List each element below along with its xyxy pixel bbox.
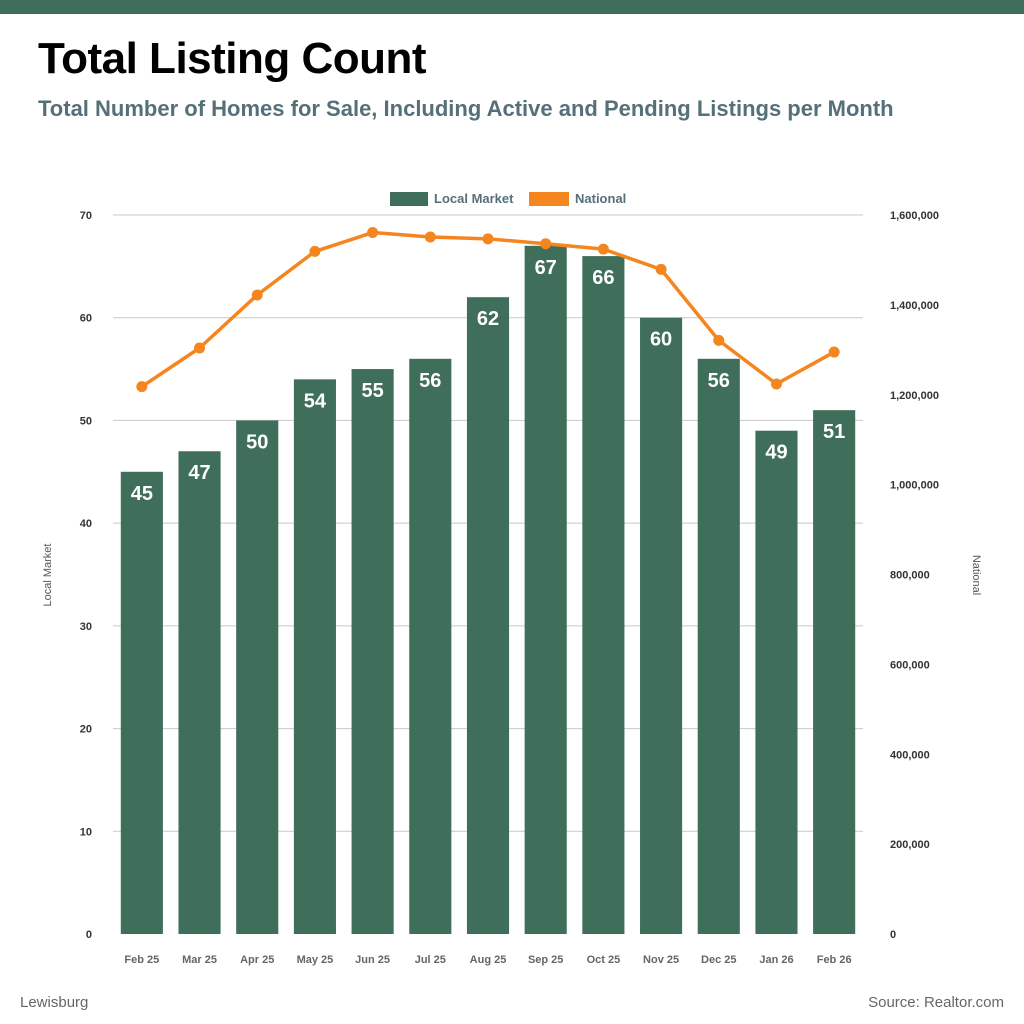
bar-data-label: 45 [131,483,153,505]
legend-label-national: National [575,191,626,206]
national-point [309,245,321,257]
x-tick-label: May 25 [297,954,334,966]
bar-nov-25 [640,317,683,934]
bar-data-label: 51 [823,421,845,443]
bar-data-label: 54 [304,390,327,412]
x-tick-label: Oct 25 [587,954,621,966]
y-ticks-left: 0 10 20 30 40 50 60 70 [80,210,92,941]
national-point [828,346,840,358]
bar-apr-25 [236,420,279,934]
x-tick-label: Dec 25 [701,954,736,966]
legend-swatch-local [390,192,428,206]
y-tick-left: 10 [80,826,92,838]
bar-data-label: 66 [592,267,614,289]
bar-jan-26 [755,430,798,934]
y-tick-right: 0 [890,929,896,941]
y-tick-right: 600,000 [890,659,930,671]
bar-data-label: 56 [708,370,730,392]
y-tick-left: 60 [80,313,92,325]
bar-feb-26 [813,410,856,935]
bar-aug-25 [466,297,510,935]
national-point [713,334,725,346]
bar-data-label: 50 [246,431,268,453]
national-point [251,289,263,301]
x-ticks: Feb 25 Mar 25 Apr 25 May 25 Jun 25 Jul 25 Aug … [124,954,851,966]
bar-oct-25 [582,256,625,935]
national-point [597,243,609,255]
y-tick-right: 800,000 [890,570,930,582]
national-point [424,231,436,243]
y-tick-right: 1,400,000 [890,300,939,312]
national-point [136,381,148,393]
bar-data-label: 62 [477,308,499,330]
y-tick-left: 50 [80,415,92,427]
bar-jun-25 [351,369,394,935]
bar-data-label: 47 [188,462,210,484]
bar-data-label: 67 [535,257,557,279]
y-tick-left: 0 [86,929,92,941]
bar-data-label: 56 [419,370,441,392]
y-tick-left: 20 [80,724,92,736]
bar-may-25 [293,379,336,934]
bar-feb-25 [120,471,163,934]
x-tick-label: Nov 25 [643,954,679,966]
bar-data-label: 55 [361,380,383,402]
legend: Local Market National [390,191,626,206]
y-tick-right: 1,200,000 [890,390,939,402]
y-axis-label-left: Local Market [42,544,54,607]
bar-jul-25 [409,358,452,934]
chart-title: Total Listing Count [38,34,427,83]
chart-subtitle: Total Number of Homes for Sale, Includin… [38,96,894,121]
y-tick-left: 40 [80,518,92,530]
bar-data-label: 60 [650,329,672,351]
national-point [367,227,379,239]
x-tick-label: Aug 25 [470,954,507,966]
national-point [194,342,206,354]
national-point [482,233,494,245]
x-tick-label: Apr 25 [240,954,274,966]
y-tick-right: 1,600,000 [890,210,939,222]
bar-sep-25 [524,245,567,935]
x-tick-label: Jun 25 [355,954,390,966]
bar-mar-25 [178,451,221,934]
y-ticks-right: 0 200,000 400,000 600,000 800,000 1,000,000 1,… [890,210,939,941]
x-tick-label: Sep 25 [528,954,563,966]
footer-location: Lewisburg [20,994,89,1011]
legend-label-local: Local Market [434,191,514,206]
line-national [136,227,840,393]
national-point [770,378,782,390]
top-accent-bar [0,0,1024,14]
legend-swatch-national [529,192,569,206]
footer-source: Source: Realtor.com [868,994,1004,1011]
bar-data-label: 49 [765,442,787,464]
x-tick-label: Jul 25 [415,954,446,966]
national-point [655,263,667,275]
x-tick-label: Jan 26 [759,954,793,966]
y-axis-label-right: National [970,555,982,595]
y-tick-left: 30 [80,621,92,633]
y-tick-left: 70 [80,210,92,222]
bars-local-market: 45 47 50 54 55 56 62 67 66 60 56 49 51 [120,245,856,935]
y-tick-right: 400,000 [890,749,930,761]
national-point [540,238,552,250]
bar-dec-25 [697,358,740,934]
y-tick-right: 200,000 [890,839,930,851]
y-tick-right: 1,000,000 [890,480,939,492]
x-tick-label: Mar 25 [182,954,217,966]
x-tick-label: Feb 25 [124,954,159,966]
x-tick-label: Feb 26 [817,954,852,966]
